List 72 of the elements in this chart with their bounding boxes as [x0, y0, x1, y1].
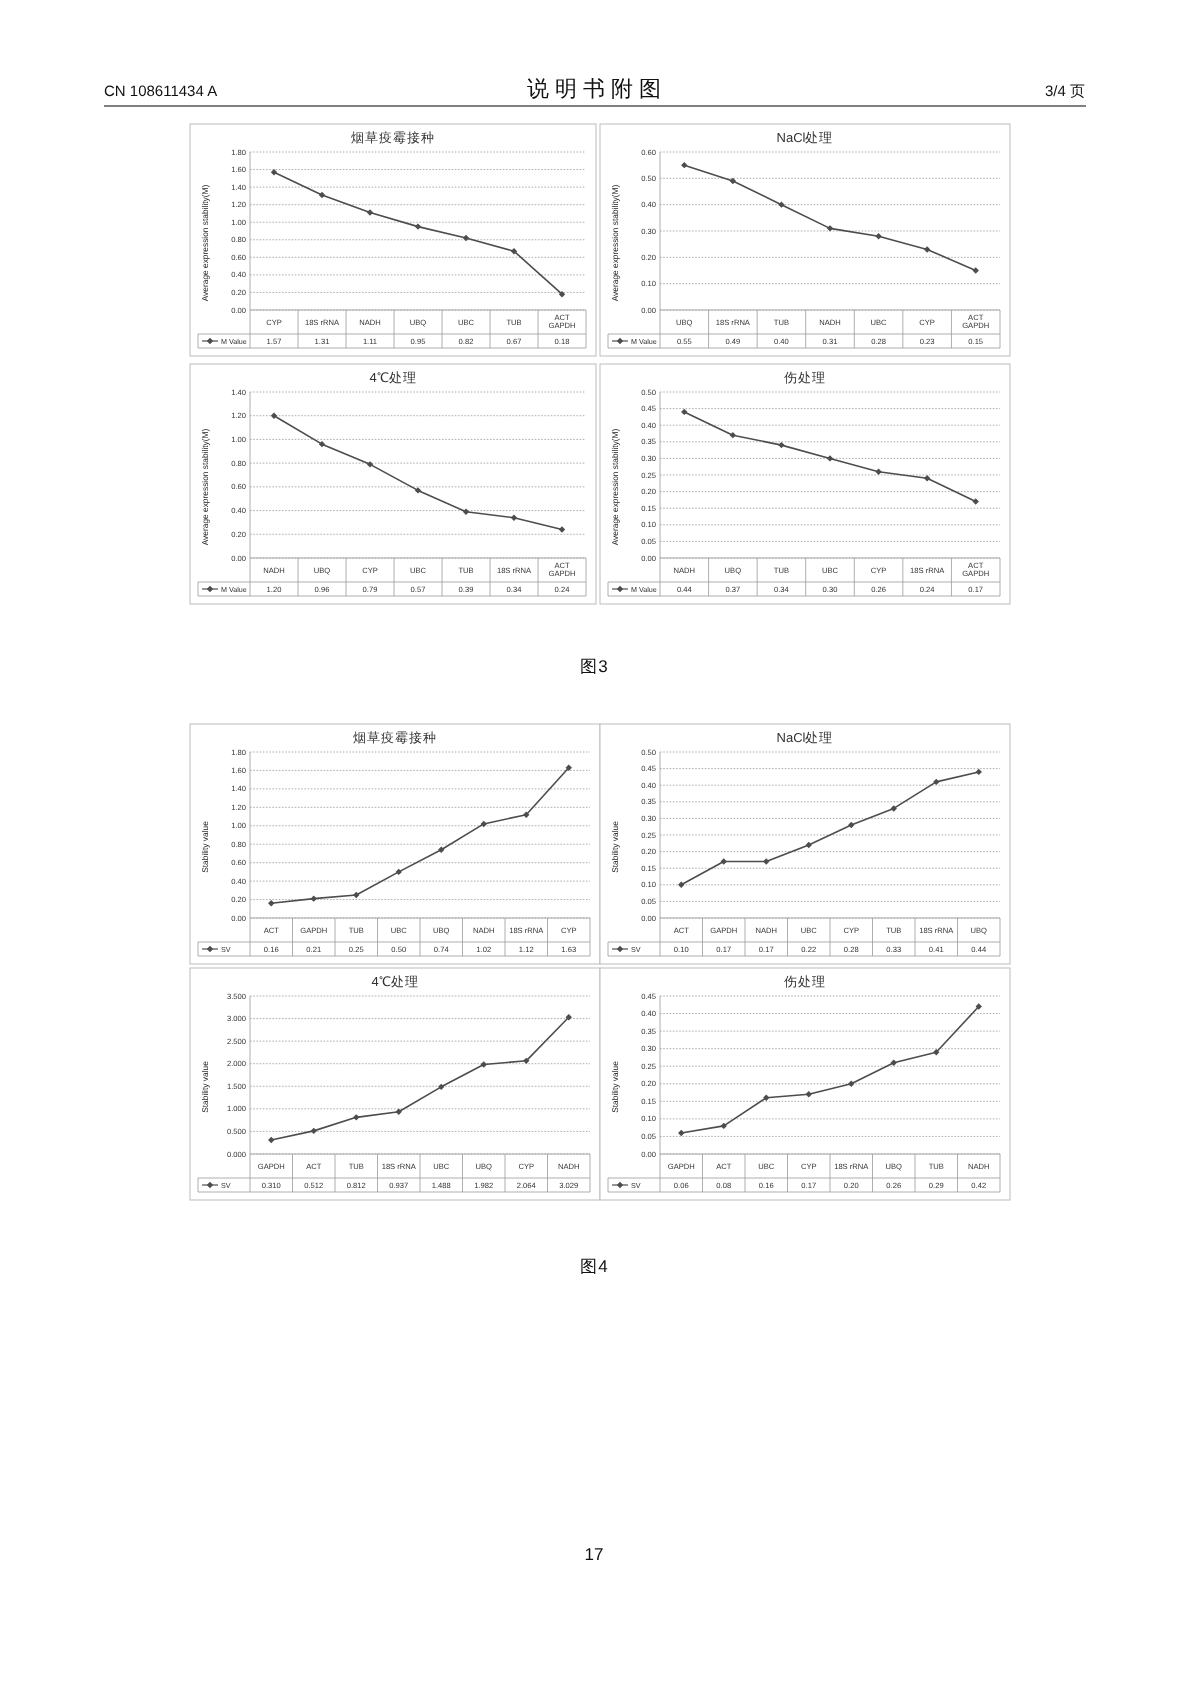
line-series: [678, 768, 982, 888]
point: [462, 234, 470, 242]
line-series: [681, 161, 979, 274]
point: [395, 1108, 402, 1115]
line-series: [270, 168, 566, 298]
point: [805, 841, 812, 849]
point: [826, 225, 834, 232]
point: [720, 858, 727, 865]
point: [480, 1061, 487, 1068]
point: [523, 811, 530, 818]
point: [729, 177, 737, 185]
point: [480, 820, 487, 828]
point: [565, 764, 572, 771]
point: [270, 412, 278, 419]
point: [268, 900, 275, 907]
point: [875, 468, 882, 475]
point: [681, 408, 688, 416]
point: [972, 498, 979, 505]
point: [353, 891, 360, 899]
point: [729, 431, 737, 439]
point: [875, 233, 882, 240]
point: [366, 461, 374, 468]
point: [438, 1083, 445, 1091]
point: [778, 201, 785, 208]
point: [848, 821, 855, 829]
point: [972, 267, 979, 274]
point: [462, 508, 470, 515]
point: [558, 526, 566, 533]
point: [933, 778, 940, 786]
text: 说 明 书 附 图: [526, 76, 662, 102]
point: [523, 1057, 530, 1065]
line-series: [268, 764, 572, 907]
point: [923, 475, 931, 482]
point: [268, 1136, 275, 1144]
point: [565, 1014, 572, 1021]
point: [720, 1122, 727, 1130]
point: [414, 487, 422, 494]
point: [438, 846, 445, 853]
line-series: [268, 1014, 572, 1144]
point: [318, 440, 326, 448]
point: [933, 1048, 940, 1056]
point: [805, 1091, 812, 1098]
point: [763, 858, 770, 865]
point: [366, 209, 374, 216]
line-series: [270, 412, 566, 533]
caption: 图4: [580, 1256, 609, 1276]
point: [890, 805, 897, 812]
point: [310, 895, 317, 902]
point: [848, 1080, 855, 1087]
point: [395, 868, 402, 876]
point: [681, 161, 688, 169]
point: [558, 291, 566, 298]
point: [318, 191, 326, 199]
text: 17: [584, 1544, 604, 1564]
point: [510, 247, 518, 255]
point: [270, 168, 278, 176]
point: [763, 1094, 770, 1102]
point: [353, 1114, 360, 1121]
point: [510, 514, 518, 521]
line-series: [678, 1003, 982, 1137]
point: [923, 246, 931, 253]
point: [826, 455, 834, 462]
point: [975, 768, 982, 776]
point: [310, 1127, 317, 1135]
line-series: [681, 408, 979, 505]
point: [890, 1059, 897, 1066]
point: [975, 1003, 982, 1010]
point: [414, 223, 422, 230]
caption: 图3: [580, 656, 609, 676]
point: [778, 441, 785, 449]
point: [678, 1129, 685, 1137]
point: [678, 881, 685, 888]
